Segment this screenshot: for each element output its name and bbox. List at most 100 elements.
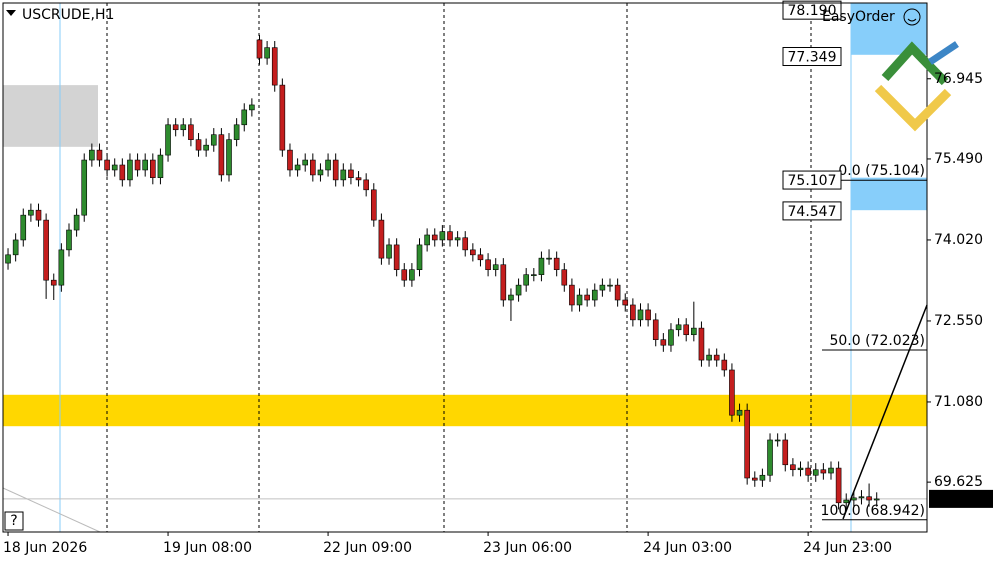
candle-body xyxy=(165,124,171,156)
candle-body xyxy=(439,231,446,241)
candle-body xyxy=(576,294,583,306)
candle-body xyxy=(584,294,590,301)
candle-body xyxy=(782,439,789,466)
y-tick-label: 74.020 xyxy=(934,232,983,248)
price-label: 77.349 xyxy=(788,50,837,66)
candle-body xyxy=(668,329,674,346)
candle-body xyxy=(218,134,225,176)
candle-body xyxy=(851,497,857,501)
candle-body xyxy=(706,354,712,361)
candle-body xyxy=(873,498,880,501)
price-label-box xyxy=(782,201,842,221)
price-label-box xyxy=(782,0,842,20)
candle-body xyxy=(203,144,209,151)
candle-body xyxy=(729,369,735,416)
candle-body xyxy=(485,259,491,271)
price-label: 74.547 xyxy=(788,204,837,220)
candle-body xyxy=(607,284,613,287)
candle-body xyxy=(195,139,202,151)
panel-label[interactable]: EasyOrder xyxy=(822,9,895,25)
menu-arrow[interactable] xyxy=(6,10,16,16)
candle-body xyxy=(28,209,34,216)
candle-body xyxy=(820,469,827,474)
logo xyxy=(874,41,959,132)
fib-label: 50.0 (72.023) xyxy=(829,333,925,349)
plot: 0.0 (75.104) 50.0 (72.023) 100.0 (68.942) 7… xyxy=(3,0,927,521)
candle-body xyxy=(538,257,545,275)
candle-body xyxy=(416,244,423,271)
candle-body xyxy=(531,274,537,276)
help-button[interactable] xyxy=(4,511,24,531)
price-label: 78.190 xyxy=(788,3,837,19)
help-label[interactable]: ? xyxy=(10,513,17,529)
candle-body xyxy=(614,284,621,301)
price-label-box xyxy=(782,47,842,67)
candle-body xyxy=(393,244,400,271)
smiley-icon xyxy=(903,8,921,26)
candle-body xyxy=(492,264,499,271)
candle-body xyxy=(134,159,141,171)
candle-body xyxy=(774,439,781,442)
smiley-icon xyxy=(907,18,917,22)
candle-body xyxy=(12,239,19,256)
candle-body xyxy=(790,464,796,471)
candle-body xyxy=(515,284,522,296)
candle-body xyxy=(812,469,819,476)
candle-body xyxy=(378,219,385,259)
candle-body xyxy=(35,209,42,221)
candle-body xyxy=(157,154,164,178)
candle-body xyxy=(348,169,354,178)
y-tick-label: 69.625 xyxy=(934,474,983,490)
candle-body xyxy=(241,109,248,126)
candle-body xyxy=(759,474,766,481)
y-tick-label: 76.945 xyxy=(934,71,983,87)
candle-body xyxy=(119,164,126,181)
y-tick-label: 71.080 xyxy=(934,394,983,410)
candle-body xyxy=(5,254,11,264)
candle-body xyxy=(553,257,560,271)
candle-body xyxy=(172,124,179,131)
candle-body xyxy=(500,264,507,301)
candle-body xyxy=(332,159,339,181)
candle-body xyxy=(691,327,697,336)
candle-body xyxy=(401,269,408,281)
current-price-box xyxy=(929,489,993,508)
candle-body xyxy=(73,214,80,231)
candle-body xyxy=(630,304,636,321)
candle-body xyxy=(142,159,148,171)
candle-body xyxy=(302,159,309,166)
candle-body xyxy=(127,159,133,181)
axes: 69.625 71.080 72.550 74.020 75.490 76.945 69.3… xyxy=(3,71,993,556)
candle-body xyxy=(310,159,316,176)
fib-label: 0.0 (75.104) xyxy=(838,163,925,179)
candle-body xyxy=(233,124,240,140)
candle-body xyxy=(81,159,88,216)
trend-line xyxy=(842,304,928,520)
x-tick-label: 19 Jun 08:00 xyxy=(163,540,252,556)
candle-body xyxy=(477,254,484,261)
price-label: 75.107 xyxy=(788,173,837,189)
candle-body xyxy=(523,274,529,286)
candle-body xyxy=(637,309,644,321)
x-tick-label: 18 Jun 2026 xyxy=(3,540,87,556)
candle-body xyxy=(340,169,347,181)
candle-body xyxy=(652,319,659,340)
zone xyxy=(851,177,927,211)
candle-body xyxy=(858,496,865,499)
candle-body xyxy=(462,237,469,251)
candle-body xyxy=(683,324,690,336)
candle-body xyxy=(591,289,598,301)
candle-body xyxy=(622,299,629,306)
candle-body xyxy=(294,164,301,171)
candle-body xyxy=(279,84,286,151)
candle-body xyxy=(675,324,682,331)
candle-body xyxy=(424,234,430,246)
candle-body xyxy=(386,244,392,259)
candle-body xyxy=(751,477,758,481)
zones xyxy=(3,3,927,427)
plot-frame xyxy=(2,2,928,533)
candle-body xyxy=(797,467,804,471)
candle-body xyxy=(50,279,57,286)
